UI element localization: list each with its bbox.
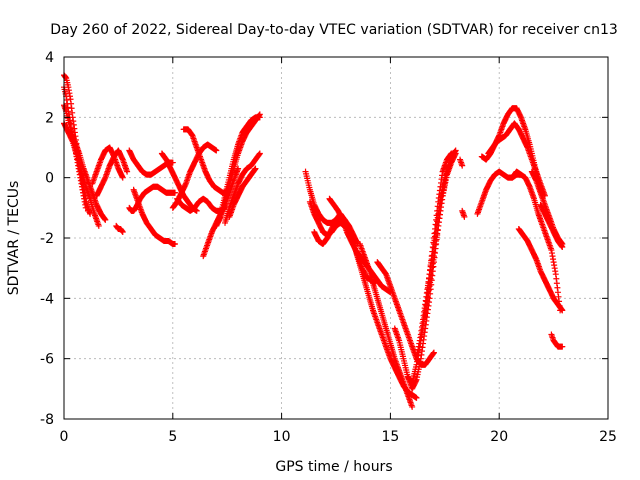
- y-tick-label: -4: [40, 291, 54, 307]
- data-points: [61, 72, 566, 410]
- data-point: [119, 228, 126, 235]
- data-point: [134, 201, 141, 208]
- y-tick-label: -8: [40, 412, 54, 428]
- data-point: [213, 147, 220, 154]
- data-point: [452, 150, 459, 157]
- x-tick-label: 20: [490, 429, 508, 445]
- chart-title: Day 260 of 2022, Sidereal Day-to-day VTE…: [50, 22, 618, 38]
- data-point: [171, 189, 178, 196]
- data-point: [559, 307, 566, 314]
- data-trace: [509, 168, 564, 314]
- data-point: [413, 394, 420, 401]
- data-point: [95, 222, 102, 229]
- y-tick-label: -6: [40, 352, 54, 368]
- y-tick-label: 2: [45, 110, 54, 126]
- data-point: [256, 150, 263, 157]
- data-trace: [113, 222, 126, 235]
- y-tick-label: 4: [45, 50, 54, 66]
- data-point: [252, 165, 259, 172]
- data-trace: [422, 150, 459, 320]
- data-point: [461, 213, 468, 220]
- y-tick-label: -2: [40, 231, 54, 247]
- y-axis-label: SDTVAR / TECUs: [6, 181, 22, 296]
- data-point: [430, 349, 437, 356]
- x-tick-label: 0: [60, 429, 69, 445]
- x-axis-label: GPS time / hours: [275, 459, 392, 475]
- data-point: [409, 403, 416, 410]
- y-tick-label: 0: [45, 171, 54, 187]
- data-trace: [126, 201, 141, 214]
- data-trace: [457, 156, 468, 220]
- data-point: [559, 343, 566, 350]
- data-trace: [485, 120, 548, 199]
- data-trace: [67, 126, 109, 223]
- data-trace: [548, 331, 566, 350]
- data-trace: [391, 147, 459, 392]
- data-trace: [356, 241, 416, 410]
- data-point: [193, 207, 200, 214]
- data-trace: [93, 147, 131, 199]
- x-tick-label: 5: [168, 429, 177, 445]
- data-trace: [226, 165, 259, 220]
- data-point: [124, 168, 131, 175]
- data-point: [171, 241, 178, 248]
- grid-lines: [64, 57, 608, 419]
- data-point: [256, 114, 263, 121]
- x-tick-label: 15: [381, 429, 399, 445]
- data-trace: [515, 225, 566, 314]
- x-tick-label: 10: [273, 429, 291, 445]
- data-point: [119, 174, 126, 181]
- data-point: [459, 162, 466, 169]
- data-trace: [130, 186, 178, 248]
- data-trace: [537, 201, 566, 251]
- data-point: [102, 216, 109, 223]
- axis-ticks: 0 5 10 15 20 25 -8 -6 -4 -2 0 2 4: [40, 50, 617, 445]
- x-tick-label: 25: [599, 429, 617, 445]
- data-trace: [217, 114, 263, 217]
- data-point: [559, 244, 566, 251]
- data-point: [84, 207, 91, 214]
